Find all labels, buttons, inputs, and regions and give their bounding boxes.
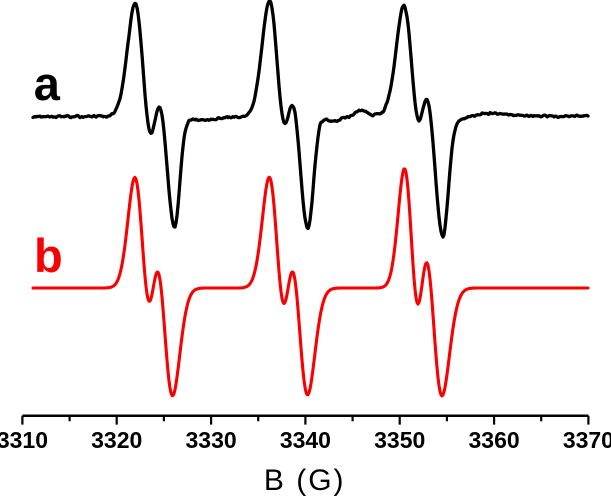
svg-text:b: b: [34, 229, 63, 282]
svg-text:3310: 3310: [0, 427, 48, 453]
svg-text:3370: 3370: [563, 427, 611, 453]
svg-text:3330: 3330: [186, 427, 237, 453]
svg-text:3340: 3340: [280, 427, 331, 453]
svg-text:3320: 3320: [91, 427, 142, 453]
svg-text:a: a: [34, 57, 61, 110]
svg-text:3350: 3350: [374, 427, 425, 453]
svg-text:B (G): B (G): [264, 464, 346, 497]
svg-text:3360: 3360: [469, 427, 520, 453]
